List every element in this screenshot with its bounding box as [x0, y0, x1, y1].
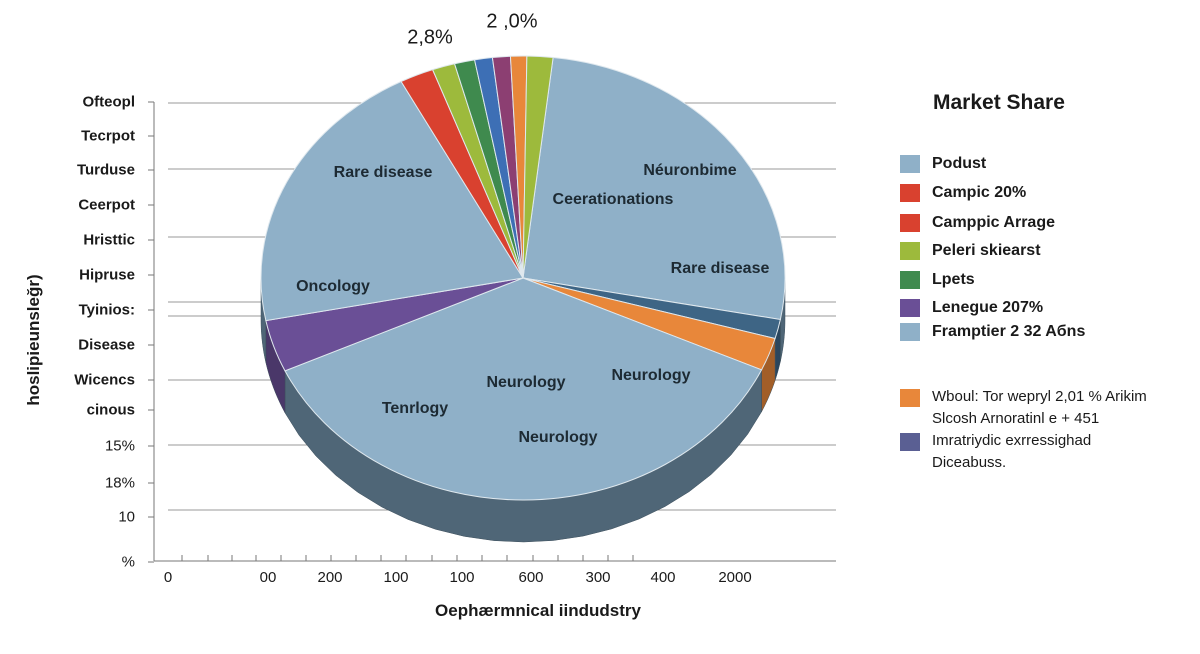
x-axis-title: Oephærmnical iindudstry: [435, 601, 641, 620]
legend-item: Podust: [900, 155, 986, 173]
note-line: Imratriydic exrressighad: [932, 432, 1092, 449]
y-tick-label: Tyinios:: [78, 301, 135, 319]
x-tick-label: 300: [585, 569, 611, 586]
x-tick-label: 00: [259, 569, 277, 586]
legend-item: Campic 20%: [900, 184, 1026, 202]
legend-item: Lenegue 207%: [900, 299, 1043, 317]
legend-label: Podust: [932, 155, 987, 172]
x-tick-label: 2000: [718, 569, 752, 586]
slice-label: Neurology: [611, 367, 691, 384]
y-tick-label: Ofteopl: [82, 93, 136, 111]
legend-swatch: [900, 323, 920, 341]
x-tick-label: 200: [317, 569, 343, 586]
legend-label: Campic 20%: [932, 184, 1027, 201]
legend-swatch: [900, 299, 920, 317]
legend-label: Lpets: [932, 271, 975, 288]
y-tick-label: Wicencs: [74, 371, 135, 389]
legend-swatch: [900, 271, 920, 289]
note-swatch: [900, 389, 920, 407]
y-tick-label: Ceerpot: [78, 196, 135, 214]
x-tick-label: 100: [449, 569, 475, 586]
pie-slice: [522, 56, 786, 321]
y-axis-title: hoslipieunsleğr): [24, 274, 43, 406]
top-annotation: 2 ,0%: [486, 10, 538, 33]
slice-label: Rare disease: [670, 260, 770, 277]
legend-swatch: [900, 155, 920, 173]
y-tick-label: Tecrpot: [81, 127, 135, 145]
y-tick-label: 10: [118, 508, 135, 526]
legend-item: Framptier 2 32 Aбns: [900, 323, 1085, 341]
legend-item: Camppic Arrage: [900, 214, 1055, 232]
legend-swatch: [900, 184, 920, 202]
y-tick-label: Turduse: [76, 161, 135, 179]
legend-item: Lpets: [900, 271, 975, 289]
pie-slice: [284, 277, 763, 501]
y-tick-label: %: [121, 553, 135, 571]
slice-label: Néuronbime: [643, 162, 737, 179]
y-tick-label: cinous: [86, 401, 135, 419]
y-tick-label: Hipruse: [79, 266, 135, 284]
top-annotation: 2,8%: [407, 26, 453, 49]
legend-label: Lenegue 207%: [932, 299, 1044, 316]
x-tick-label: 600: [518, 569, 544, 586]
slice-label: Neurology: [486, 374, 566, 391]
pie-slice: [260, 80, 524, 322]
slice-label: Oncology: [296, 278, 370, 295]
slice-label: Neurology: [518, 429, 598, 446]
legend-item: Peleri skiearst: [900, 242, 1041, 260]
slice-label: Tenrlogy: [381, 400, 449, 417]
y-tick-label: Disease: [78, 336, 135, 354]
slice-label: Ceerationations: [552, 191, 674, 208]
legend-title: Market Share: [933, 91, 1065, 114]
note-line: Slcosh Arnoratinl e + 451: [932, 410, 1100, 427]
pie-slice: [522, 55, 554, 279]
x-tick-label: 400: [650, 569, 676, 586]
legend-label: Framptier 2 32 Aбns: [932, 323, 1086, 340]
slice-label: Rare disease: [333, 164, 433, 181]
legend-label: Peleri skiearst: [932, 242, 1041, 259]
note-line: Wboul: Tor wepryl 2,01 % Arikim: [932, 388, 1147, 405]
y-tick-label: Hristtic: [83, 231, 135, 249]
y-tick-label: 18%: [104, 474, 135, 492]
legend-label: Camppic Arrage: [932, 214, 1055, 231]
note-swatch: [900, 433, 920, 451]
x-tick-label: 0: [163, 569, 173, 586]
y-tick-label: 15%: [104, 437, 135, 455]
x-tick-label: 100: [383, 569, 409, 586]
legend-swatch: [900, 242, 920, 260]
legend-swatch: [900, 214, 920, 232]
note-line: Diceabuss.: [932, 454, 1007, 471]
